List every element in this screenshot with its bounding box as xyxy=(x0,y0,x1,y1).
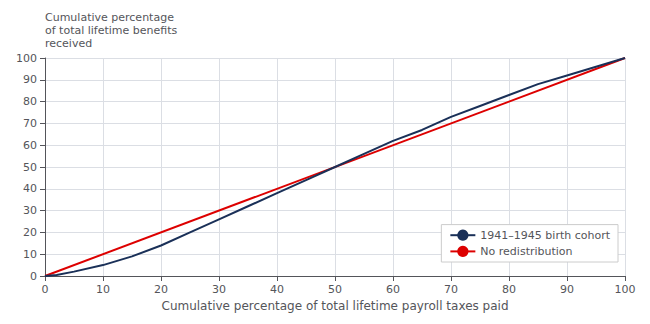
svg-text:30: 30 xyxy=(23,204,37,217)
svg-text:80: 80 xyxy=(502,283,516,296)
svg-text:70: 70 xyxy=(23,117,37,130)
svg-text:70: 70 xyxy=(444,283,458,296)
svg-text:10: 10 xyxy=(96,283,110,296)
svg-text:30: 30 xyxy=(212,283,226,296)
svg-text:50: 50 xyxy=(328,283,342,296)
svg-text:0: 0 xyxy=(30,270,37,283)
svg-text:20: 20 xyxy=(23,226,37,239)
svg-text:60: 60 xyxy=(23,139,37,152)
svg-text:Cumulative percentage: Cumulative percentage xyxy=(45,11,174,24)
svg-text:10: 10 xyxy=(23,248,37,261)
svg-text:100: 100 xyxy=(615,283,636,296)
svg-text:90: 90 xyxy=(23,73,37,86)
svg-text:50: 50 xyxy=(23,161,37,174)
svg-text:80: 80 xyxy=(23,95,37,108)
svg-text:No redistribution: No redistribution xyxy=(480,245,572,258)
svg-text:of total lifetime benefits: of total lifetime benefits xyxy=(45,24,178,37)
svg-text:received: received xyxy=(45,37,92,50)
svg-text:60: 60 xyxy=(386,283,400,296)
svg-text:1941–1945 birth cohort: 1941–1945 birth cohort xyxy=(480,229,610,242)
svg-text:90: 90 xyxy=(560,283,574,296)
svg-text:40: 40 xyxy=(270,283,284,296)
svg-text:0: 0 xyxy=(42,283,49,296)
svg-text:40: 40 xyxy=(23,182,37,195)
svg-text:Cumulative percentage of total: Cumulative percentage of total lifetime … xyxy=(162,299,509,313)
svg-text:100: 100 xyxy=(16,52,37,65)
svg-text:20: 20 xyxy=(154,283,168,296)
